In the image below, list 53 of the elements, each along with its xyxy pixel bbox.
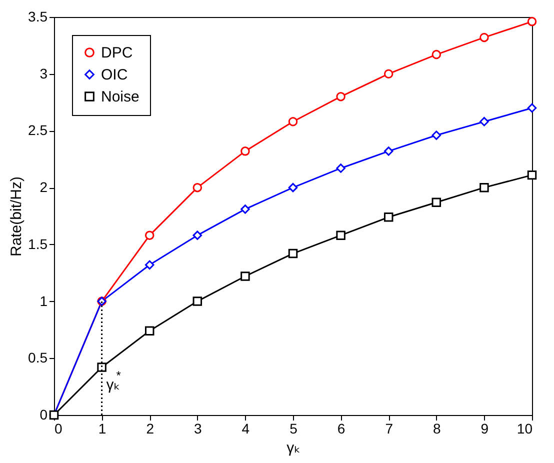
- y-tick-label: 1.5: [28, 236, 48, 252]
- y-tick-label: 2.5: [28, 122, 48, 138]
- x-tick-label: 5: [290, 420, 298, 436]
- y-tick-label: 3: [40, 65, 48, 82]
- point: [240, 204, 250, 214]
- x-tick-label: 2: [146, 420, 154, 436]
- x-tick-label: 3: [194, 420, 202, 436]
- point: [192, 230, 202, 240]
- x-tick-label: 1: [98, 420, 106, 436]
- x-tick-label: 4: [242, 420, 250, 436]
- point: [480, 116, 489, 126]
- point: [192, 182, 202, 192]
- y-tick-label: 1: [40, 292, 48, 309]
- point: [288, 117, 298, 126]
- point: [192, 296, 202, 306]
- point: [288, 248, 298, 258]
- legend-label: Noise: [101, 88, 140, 106]
- x-tick-label: 7: [385, 420, 394, 436]
- x-tick-label: 9: [480, 420, 489, 436]
- point: [432, 130, 442, 140]
- x-tick-label: 8: [433, 420, 441, 436]
- point: [336, 164, 346, 173]
- point: [432, 50, 442, 60]
- y-tick-label: 3.5: [28, 8, 48, 24]
- legend-label: OIC: [101, 66, 128, 84]
- point: [384, 146, 394, 156]
- point: [527, 103, 537, 113]
- x-tick-label: 0: [54, 420, 62, 436]
- x-tick-label: 10: [516, 420, 533, 436]
- point: [480, 32, 489, 42]
- point: [480, 182, 489, 192]
- point: [144, 326, 154, 336]
- y-axis-title: Rate(bit/Hz): [8, 176, 26, 257]
- x-tick-label: 6: [337, 420, 346, 436]
- annotation: γₖ*: [106, 368, 122, 394]
- point: [432, 198, 442, 207]
- point: [527, 170, 537, 180]
- point: [144, 260, 154, 270]
- point: [336, 230, 346, 240]
- point: [240, 272, 250, 281]
- legend-label: DPC: [101, 44, 133, 62]
- y-tick-label: 0.5: [28, 350, 48, 366]
- point: [527, 16, 537, 26]
- point: [144, 230, 154, 240]
- point: [240, 146, 250, 156]
- point: [384, 69, 394, 78]
- point: [97, 362, 106, 372]
- x-axis-title: γₖ: [286, 440, 300, 456]
- y-tick-label: 0: [40, 406, 48, 422]
- point: [384, 212, 394, 222]
- y-tick-label: 2: [40, 179, 48, 196]
- point: [288, 182, 298, 192]
- point: [336, 92, 346, 102]
